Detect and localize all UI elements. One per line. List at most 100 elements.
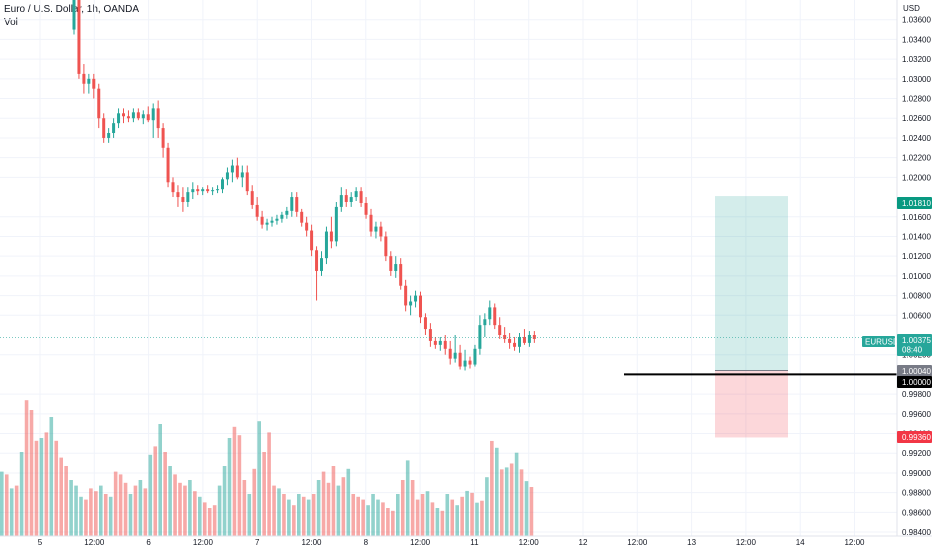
candle-body: [404, 285, 408, 306]
candle-body: [334, 206, 338, 242]
volume-bar: [440, 510, 445, 536]
volume-bar: [39, 438, 44, 536]
stop-loss-zone[interactable]: [715, 370, 788, 438]
volume-bar: [163, 452, 167, 536]
volume-bar: [331, 466, 336, 536]
volume-bar: [69, 480, 73, 536]
candle-body: [97, 88, 101, 119]
volume-bar: [396, 494, 400, 536]
volume-bar: [9, 488, 14, 536]
candle-body: [324, 231, 328, 259]
time-axis[interactable]: 5 12:00 6 12:00 7 12:00 8 12:00 11 12:00 12 12:00 13…: [0, 535, 932, 547]
volume-bar: [400, 480, 405, 536]
price-tick-label: 1.03400: [902, 35, 931, 44]
volume-bar: [128, 494, 133, 536]
take-profit-zone[interactable]: [715, 196, 788, 371]
candle-body: [270, 220, 274, 223]
price-tick-label: 1.02000: [902, 173, 931, 182]
volume-bar: [118, 474, 123, 536]
volume-bar: [420, 494, 425, 536]
candle-body: [329, 231, 333, 242]
candle-body: [315, 250, 319, 271]
volume-label: Vol: [4, 17, 18, 28]
candle-body: [419, 295, 422, 318]
candle-body: [374, 226, 378, 232]
volume-bar: [415, 499, 420, 536]
candle-body: [493, 307, 497, 326]
last-price-value: 1.00375: [902, 336, 931, 345]
volume-bar: [89, 488, 93, 536]
volume-bar: [499, 469, 504, 536]
candle-body: [186, 192, 190, 202]
time-tick-label: 6: [146, 538, 151, 547]
volume-bar: [212, 505, 217, 536]
volume-bar: [485, 477, 489, 536]
candle-body: [112, 123, 116, 134]
volume-bar: [158, 424, 162, 536]
volume-bar: [14, 485, 19, 536]
volume-bar: [391, 510, 395, 536]
volume-bar: [341, 477, 346, 536]
volume-bar: [405, 460, 410, 536]
volume-bar: [297, 494, 301, 536]
candle-body: [107, 133, 111, 138]
volume-bar: [336, 485, 341, 536]
candle-body: [255, 204, 259, 217]
candle-body: [265, 222, 269, 225]
volume-bar: [376, 499, 380, 536]
level-value: 1.00000: [902, 378, 931, 387]
time-tick-label: 8: [364, 538, 369, 547]
candle-body: [166, 147, 170, 183]
candle-body: [488, 307, 492, 320]
volume-bar: [44, 432, 49, 536]
candle-body: [300, 211, 304, 223]
candle-body: [354, 191, 358, 198]
entry-badge: 1.00040: [897, 365, 932, 377]
volume-bar: [108, 496, 113, 536]
volume-bar: [198, 496, 202, 536]
price-tick-label: 0.98800: [902, 489, 931, 498]
volume-bar: [148, 454, 153, 536]
price-tick-label: 1.01600: [902, 213, 931, 222]
volume-bar: [326, 482, 331, 536]
volume-bar: [0, 471, 4, 536]
volume-bar: [361, 499, 365, 536]
time-tick-label: 12:00: [736, 538, 757, 547]
candle-body: [176, 192, 180, 198]
volume-bar: [217, 485, 222, 536]
candle-body: [513, 342, 517, 347]
volume-bar: [311, 494, 316, 536]
candle-body: [122, 113, 125, 117]
price-axis[interactable]: 1.03600 1.03400 1.03200 1.03000 1.02800 1.026…: [902, 16, 931, 537]
volume-bar: [282, 494, 286, 536]
candle-body: [414, 295, 418, 302]
price-tick-label: 1.03200: [902, 55, 931, 64]
candle-body: [453, 352, 457, 359]
volume-bar: [470, 492, 474, 536]
symbol-badge-text: EURUSD: [865, 338, 899, 347]
volume-bar: [425, 491, 430, 536]
candle-body: [379, 226, 383, 237]
volume-bar: [277, 488, 281, 536]
position-boxes[interactable]: [715, 196, 788, 438]
volume-bar: [34, 440, 39, 536]
candle-body: [225, 172, 229, 180]
volume-bar: [188, 480, 192, 536]
volume-bar: [227, 438, 232, 536]
volume-bar: [24, 400, 29, 536]
candle-body: [339, 195, 343, 207]
volume-bar: [272, 485, 276, 536]
volume-bar: [113, 471, 118, 536]
volume-bar: [529, 487, 534, 536]
volume-bar: [465, 490, 469, 536]
volume-bar: [99, 485, 103, 536]
volume-bar: [445, 494, 450, 536]
candle-body: [344, 195, 348, 202]
candle-body: [92, 78, 96, 89]
candle-body: [240, 172, 244, 178]
level-badge: 1.00000: [897, 376, 932, 388]
candle-body: [141, 114, 145, 119]
volume-bar: [504, 467, 509, 536]
volume-bar: [178, 482, 182, 536]
